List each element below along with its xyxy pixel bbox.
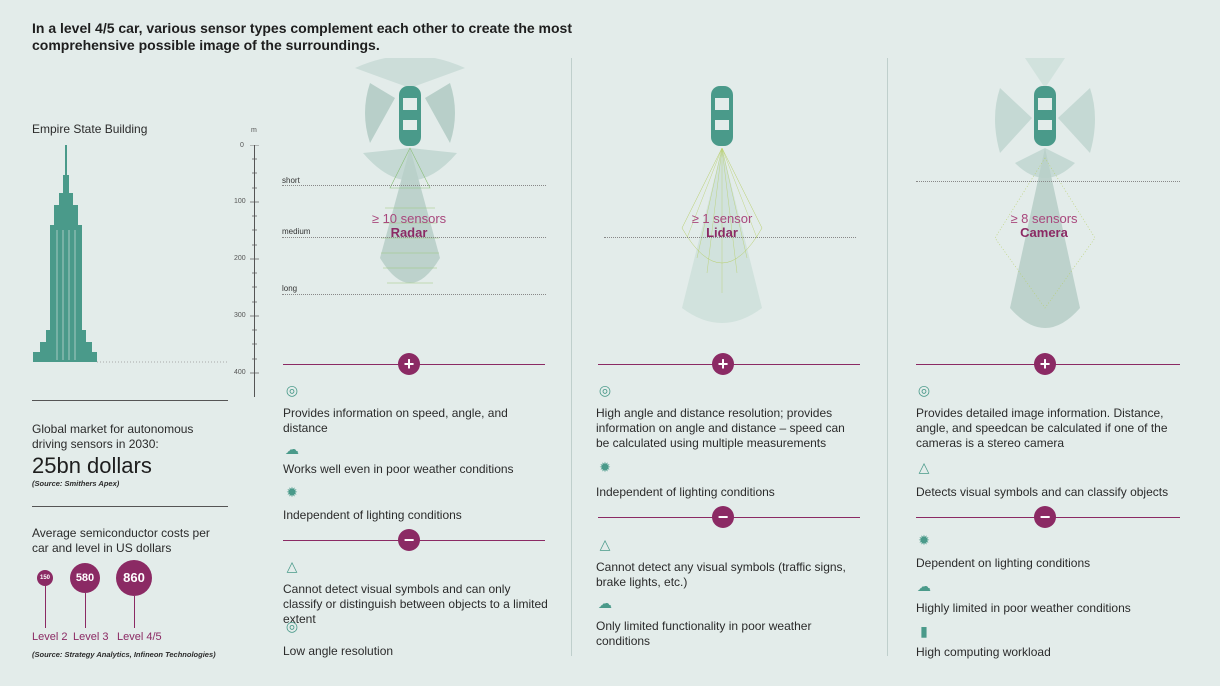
warning-sign-icon: △ — [918, 459, 930, 475]
lidar-con-2: Only limited functionality in poor weath… — [596, 619, 812, 648]
sun-icon: ✹ — [918, 532, 930, 548]
radar-icon: ◎ — [285, 618, 299, 634]
camera-con-3: High computing workload — [916, 645, 1051, 659]
semis-value-level3: 580 — [70, 563, 100, 593]
market-text: Global market for autonomous driving sen… — [32, 422, 194, 451]
weather-icon: ☁ — [917, 578, 931, 594]
sun-icon: ✹ — [599, 459, 611, 475]
radar-con-2: Low angle resolution — [283, 644, 394, 658]
range-medium: medium — [282, 227, 311, 236]
warning-sign-icon: △ — [599, 536, 611, 552]
camera-pro-2: Detects visual symbols and can classify … — [916, 485, 1169, 499]
semis-stem-3 — [134, 596, 135, 628]
chip-icon: ▮ — [920, 623, 928, 639]
ruler-axis — [254, 145, 255, 397]
radar-pro-1: Provides information on speed, angle, an… — [283, 406, 508, 435]
radar-diagram — [355, 58, 465, 284]
sun-icon: ✹ — [286, 484, 298, 500]
range-line-medium — [282, 237, 546, 238]
radar-name: Radar — [390, 225, 428, 240]
camera-pro-1: Provides detailed image information. Dis… — [916, 406, 1168, 450]
lidar-name: Lidar — [706, 225, 738, 240]
semis-value-level45: 860 — [116, 560, 152, 596]
range-short: short — [282, 176, 300, 185]
semis-source: (Source: Strategy Analytics, Infineon Te… — [32, 650, 216, 659]
market-source: (Source: Smithers Apex) — [32, 479, 120, 488]
semis-level-3: Level 3 — [73, 631, 109, 643]
camera-diagram — [994, 58, 1096, 328]
semis-level-45: Level 4/5 — [117, 631, 162, 643]
empire-state-building-icon — [33, 145, 228, 363]
radar-minus-icon: − — [398, 529, 420, 551]
semis-stem-2 — [85, 593, 86, 628]
radar-pro-3: Independent of lighting conditions — [283, 508, 462, 522]
radar-count: ≥ 10 sensors — [371, 211, 447, 226]
ruler-ticks — [250, 145, 259, 374]
lidar-plus-icon: + — [712, 353, 734, 375]
ruler-tick-400: 400 — [234, 369, 246, 376]
divider-1 — [32, 400, 228, 401]
warning-sign-icon: △ — [286, 558, 298, 574]
camera-con-1: Dependent on lighting conditions — [916, 556, 1091, 570]
semis-stem-1 — [45, 586, 46, 628]
column-separator-2 — [887, 58, 888, 656]
semis-text: Average semiconductor costs per car and … — [32, 526, 210, 555]
camera-name: Camera — [1020, 225, 1068, 240]
camera-con-2: Highly limited in poor weather condition… — [916, 601, 1131, 615]
ruler-tick-200: 200 — [234, 255, 246, 262]
column-separator-1 — [571, 58, 572, 656]
camera-minus-icon: − — [1034, 506, 1056, 528]
page-title: In a level 4/5 car, various sensor types… — [32, 20, 572, 53]
semis-level-2: Level 2 — [32, 631, 68, 643]
camera-plus-icon: + — [1034, 353, 1056, 375]
semis-value-level2: 150 — [37, 570, 53, 586]
lidar-pro-1: High angle and distance resolution; prov… — [596, 406, 845, 450]
radar-con-1: Cannot detect visual symbols and can onl… — [283, 582, 548, 626]
weather-icon: ☁ — [598, 595, 612, 611]
weather-icon: ☁ — [285, 441, 299, 457]
radar-icon: ◎ — [285, 382, 299, 398]
ruler-unit: m — [251, 127, 257, 134]
range-line-long — [282, 294, 546, 295]
range-line-short — [282, 185, 546, 186]
radar-pro-2: Works well even in poor weather conditio… — [283, 462, 514, 476]
lidar-range-line — [604, 237, 856, 238]
lidar-diagram — [681, 86, 763, 323]
radar-plus-icon: + — [398, 353, 420, 375]
lidar-minus-icon: − — [712, 506, 734, 528]
radar-icon: ◎ — [917, 382, 931, 398]
ruler-tick-0: 0 — [240, 142, 244, 149]
ruler-tick-100: 100 — [234, 198, 246, 205]
market-value: 25bn dollars — [32, 453, 152, 478]
range-long: long — [282, 284, 298, 293]
empire-state-label: Empire State Building — [32, 122, 148, 136]
lidar-count: ≥ 1 sensor — [691, 211, 753, 226]
lidar-pro-2: Independent of lighting conditions — [596, 485, 775, 499]
divider-2 — [32, 506, 228, 507]
camera-count: ≥ 8 sensors — [1010, 211, 1078, 226]
camera-range-line — [916, 181, 1180, 182]
radar-icon: ◎ — [598, 382, 612, 398]
lidar-con-1: Cannot detect any visual symbols (traffi… — [596, 560, 846, 589]
ruler-tick-300: 300 — [234, 312, 246, 319]
